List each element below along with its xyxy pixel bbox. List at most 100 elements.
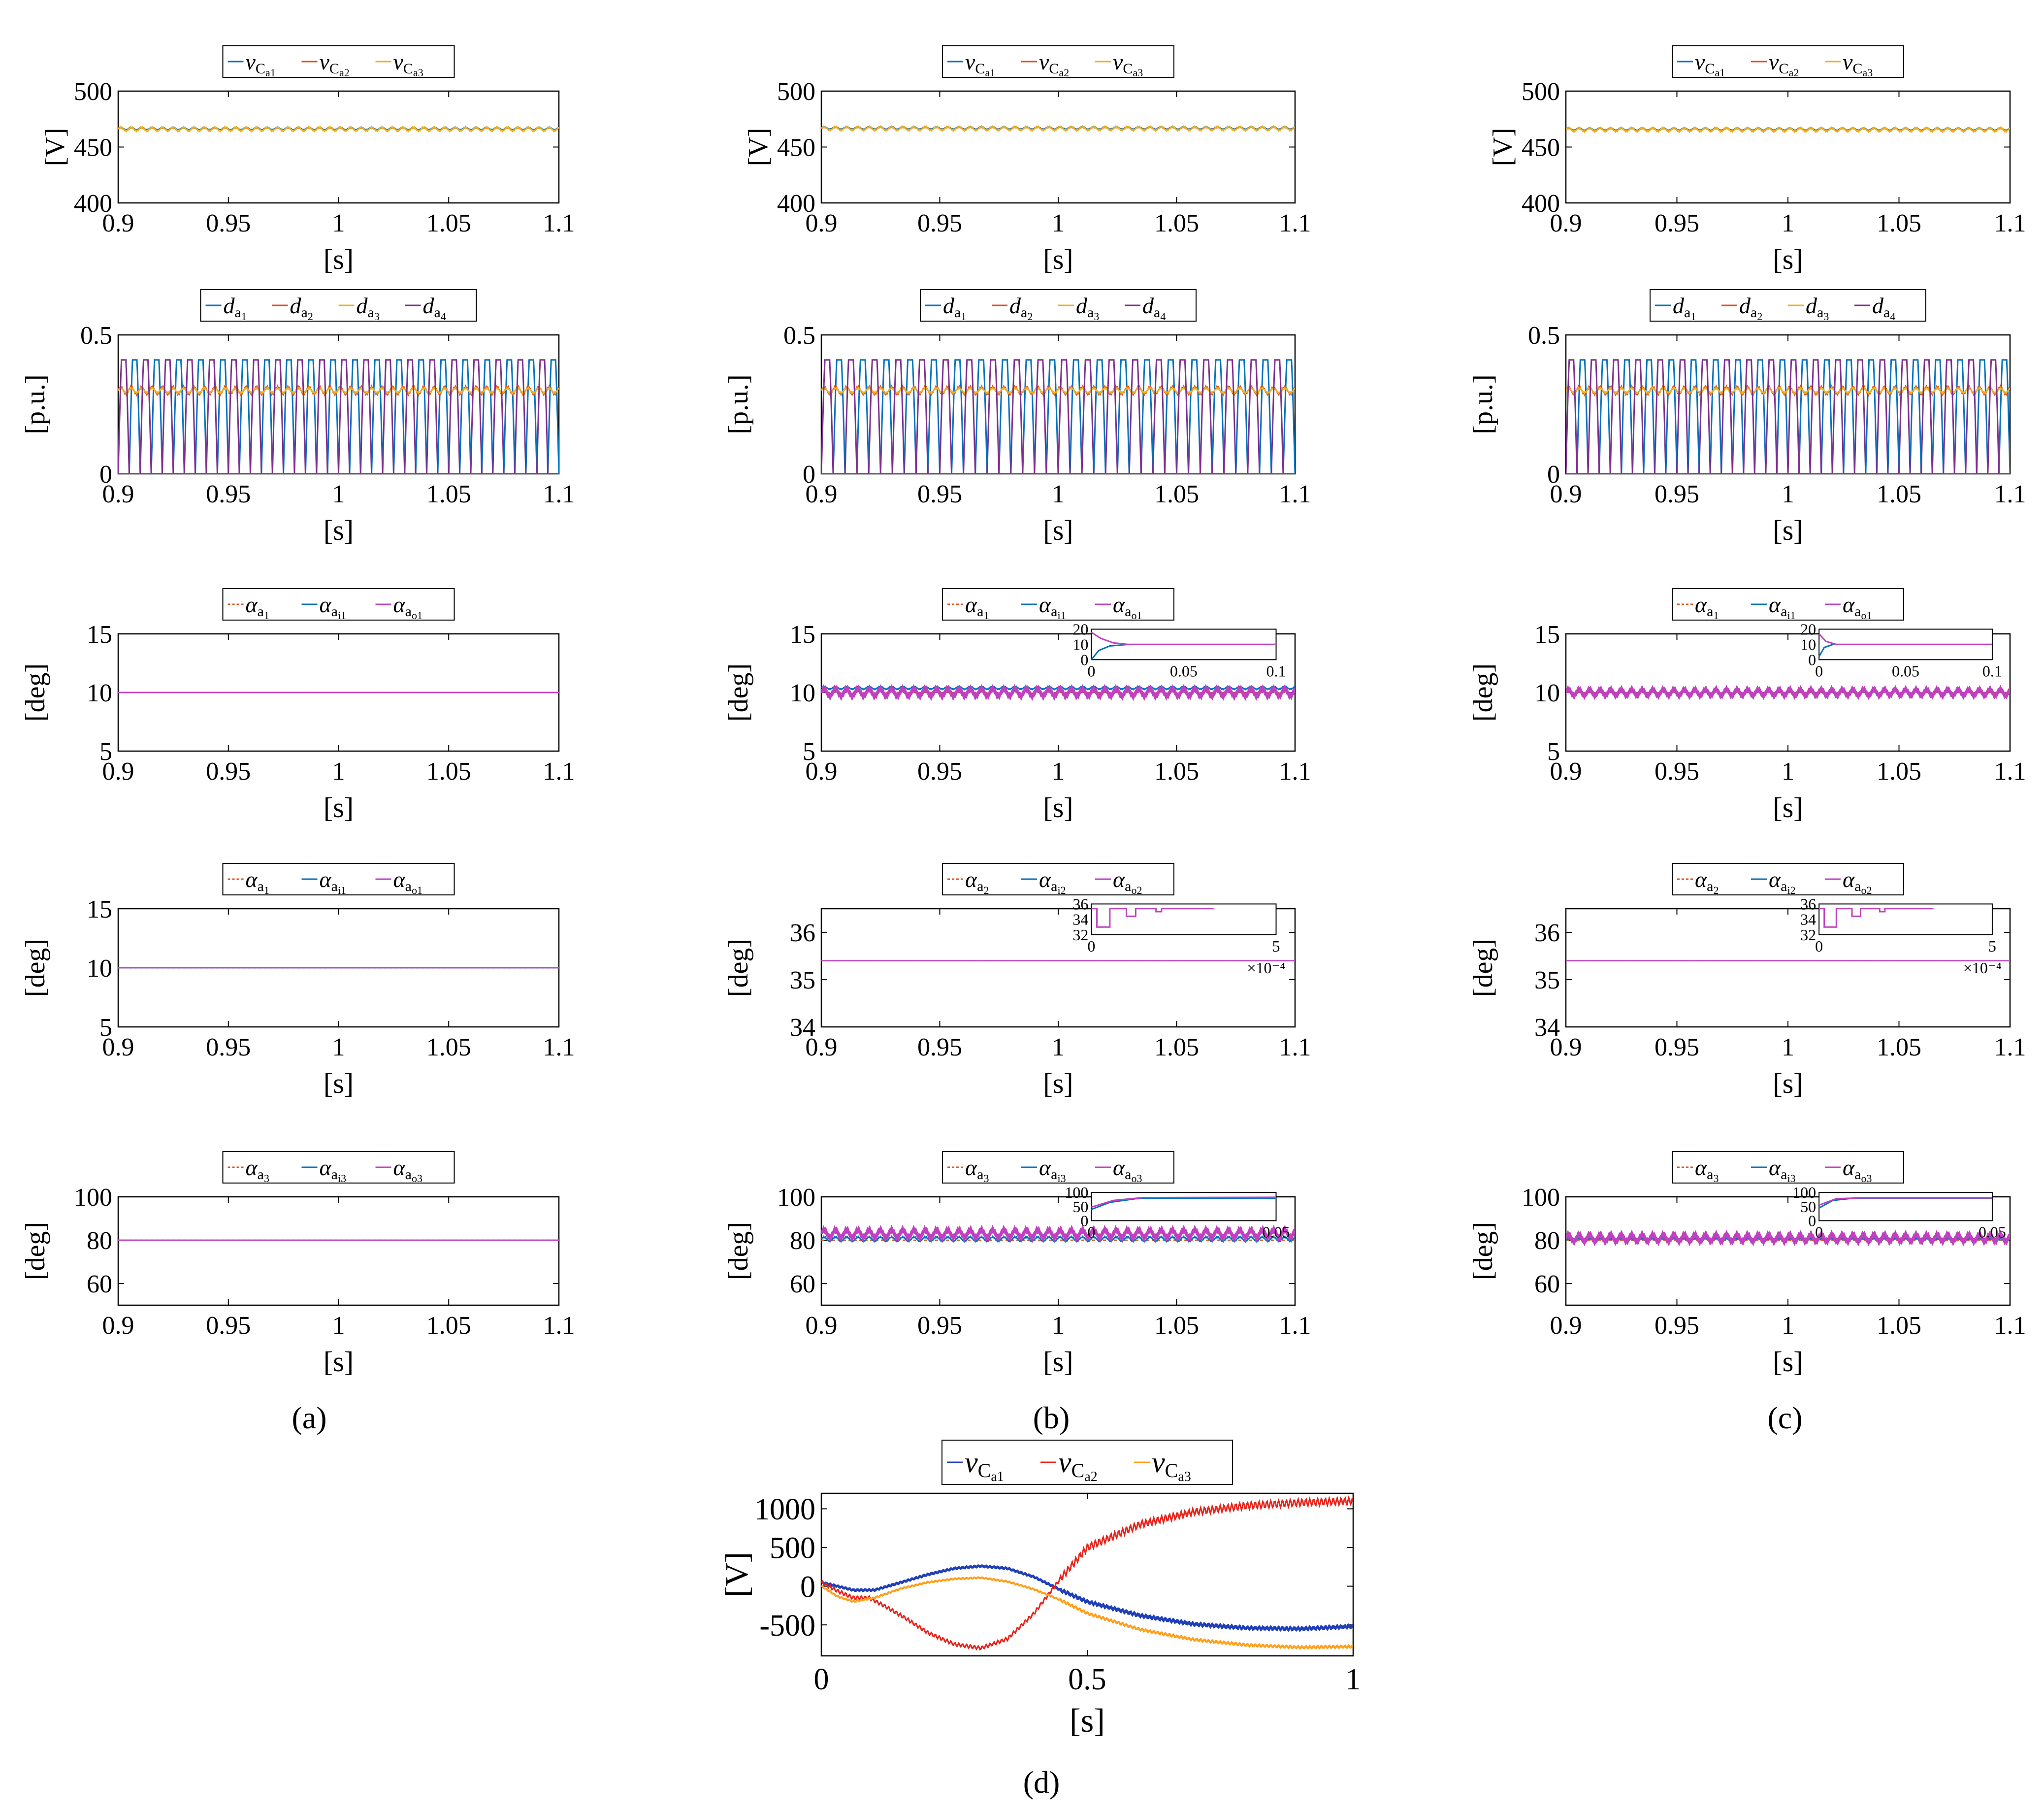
chart-a2: 0.9 0.95 1 1.05 1.1 0 0.5 [s] [p.u.] da1 da2 da3 da4 — [20, 289, 575, 546]
x-tick-label: 1 — [1782, 1033, 1794, 1061]
y-tick-label: 500 — [1522, 78, 1560, 106]
axes-box — [1565, 90, 2011, 204]
inset-x-scale-label: ×10⁻⁴ — [1247, 959, 1285, 977]
axes-box — [117, 90, 560, 204]
x-tick-label: 1.1 — [543, 1312, 575, 1340]
x-tick-label: 1.1 — [1994, 1033, 2026, 1061]
chart-c2: 0.9 0.95 1 1.05 1.1 0 0.5 [s] [p.u.] da1 da2 da3 da4 — [1468, 289, 2026, 546]
legend-entry: vCa3 — [1113, 49, 1143, 79]
inset-x-tick-label: 0.1 — [1982, 662, 2002, 680]
x-axis-label: [s] — [1070, 1702, 1105, 1739]
x-tick-label: 0.9 — [102, 757, 134, 786]
chart-a4: 0.9 0.95 1 1.05 1.1 5 10 15 [s] [deg] αa1 αai1 αao1 — [20, 863, 575, 1099]
x-tick-label: 1.05 — [426, 1312, 471, 1340]
series-da4 — [821, 359, 1295, 474]
y-tick-label: 0 — [99, 461, 112, 489]
legend-entry: da4 — [1872, 293, 1895, 323]
chart-c4: 0.9 0.95 1 1.05 1.1 34 35 36 [s] [deg] αa2 αai2 αao2… — [1468, 863, 2026, 1099]
plot-area — [821, 359, 1295, 474]
y-axis-label: [V] — [719, 1552, 755, 1597]
x-tick-label: 1 — [332, 209, 345, 237]
y-tick-label: 100 — [777, 1184, 815, 1212]
y-tick-label: 34 — [1534, 1014, 1560, 1042]
x-tick-label: 0.9 — [102, 209, 134, 237]
y-tick-label: 450 — [777, 134, 815, 162]
y-tick-label: 0 — [1547, 461, 1560, 489]
x-tick-label: 0.9 — [806, 1033, 838, 1061]
x-tick-label: 1.05 — [1154, 757, 1199, 786]
x-tick-label: 1.05 — [1154, 480, 1199, 508]
y-axis-label: [deg] — [20, 939, 51, 997]
y-tick-label: 10 — [790, 679, 815, 707]
y-axis-label: [p.u.] — [20, 374, 51, 434]
x-tick-label: 1.1 — [543, 1033, 575, 1061]
inset-series-αao3 — [1091, 1196, 1276, 1208]
series-vCa3 — [821, 125, 1295, 132]
plot-area — [1566, 359, 2010, 474]
legend-entry: αao1 — [1843, 592, 1872, 622]
y-tick-label: 80 — [1534, 1227, 1560, 1255]
legend-box — [1672, 1151, 1904, 1184]
x-tick-label: 1.1 — [1279, 480, 1311, 508]
y-tick-label: 450 — [74, 134, 112, 162]
y-axis-label: [deg] — [20, 1222, 51, 1280]
x-tick-label: 1.05 — [1154, 1312, 1199, 1340]
x-tick-label: 1.1 — [1994, 1312, 2026, 1340]
x-tick-label: 0.95 — [206, 209, 251, 237]
inset-y-tick-label: 36 — [1072, 895, 1088, 913]
inset-series-αao3 — [1818, 1197, 1992, 1206]
inset-y-tick-label: 32 — [1072, 926, 1088, 944]
plot-area — [1566, 685, 2010, 700]
inset-y-tick-label: 20 — [1800, 620, 1816, 638]
x-tick-label: 0.95 — [917, 209, 962, 237]
y-tick-label: 5 — [99, 1014, 112, 1042]
series-da1 — [821, 359, 1295, 474]
x-axis-label: [s] — [1043, 1346, 1073, 1378]
inset-x-tick-label: 0 — [1815, 1223, 1823, 1241]
legend-entry: da4 — [1142, 293, 1166, 323]
x-axis-label: [s] — [1043, 791, 1073, 823]
x-tick-label: 0.9 — [1550, 1312, 1582, 1340]
y-tick-label: 80 — [87, 1227, 112, 1255]
legend-entry: αai2 — [1039, 867, 1066, 896]
y-tick-label: 0.5 — [783, 322, 815, 350]
x-tick-label: 1 — [1052, 480, 1065, 508]
x-tick-label: 0.95 — [1655, 209, 1699, 237]
x-tick-label: 0.95 — [917, 480, 962, 508]
x-axis-label: [s] — [1773, 514, 1803, 546]
series-αao3 — [821, 1224, 1295, 1243]
x-tick-label: 1.05 — [1877, 757, 1921, 786]
legend-box — [942, 45, 1174, 78]
inset-x-tick-label: 0 — [1087, 662, 1095, 680]
legend-entry: αai2 — [1769, 867, 1796, 896]
panel-label-b: (b) — [1033, 1400, 1070, 1435]
x-tick-label: 1.1 — [1279, 1033, 1311, 1061]
inset-series-αao2 — [1819, 908, 1934, 928]
legend-entry: αa1 — [1695, 592, 1719, 622]
x-tick-label: 1 — [332, 1312, 345, 1340]
x-tick-label: 1.05 — [426, 757, 471, 786]
x-axis-label: [s] — [1043, 514, 1073, 546]
y-tick-label: 5 — [803, 738, 815, 766]
chart-c3: 0.9 0.95 1 1.05 1.1 5 10 15 [s] [deg] αa1 αai1 αao1 0… — [1468, 588, 2026, 823]
x-tick-label: 0.9 — [806, 757, 838, 786]
inset-y-tick-label: 0 — [1080, 651, 1088, 668]
legend-entry: da1 — [1673, 293, 1696, 323]
y-tick-label: 36 — [790, 919, 815, 947]
y-axis-label: [deg] — [723, 1222, 754, 1280]
legend-entry: vCa2 — [1039, 49, 1069, 79]
y-tick-label: 15 — [1534, 621, 1560, 649]
x-tick-label: 1 — [1782, 209, 1794, 237]
x-tick-label: 1.1 — [1994, 480, 2026, 508]
panel-label-c: (c) — [1767, 1400, 1802, 1435]
legend-entry: da1 — [224, 293, 247, 323]
inset-y-tick-label: 10 — [1072, 635, 1088, 653]
y-axis-label: [deg] — [1468, 663, 1498, 722]
inset-x-tick-label: 0 — [1815, 937, 1823, 955]
y-tick-label: 60 — [1534, 1270, 1560, 1298]
legend-entry: αao2 — [1843, 867, 1872, 896]
x-tick-label: 1.1 — [1279, 1312, 1311, 1340]
x-axis-label: [s] — [324, 1067, 354, 1099]
inset-y-tick-label: 100 — [1792, 1184, 1816, 1201]
